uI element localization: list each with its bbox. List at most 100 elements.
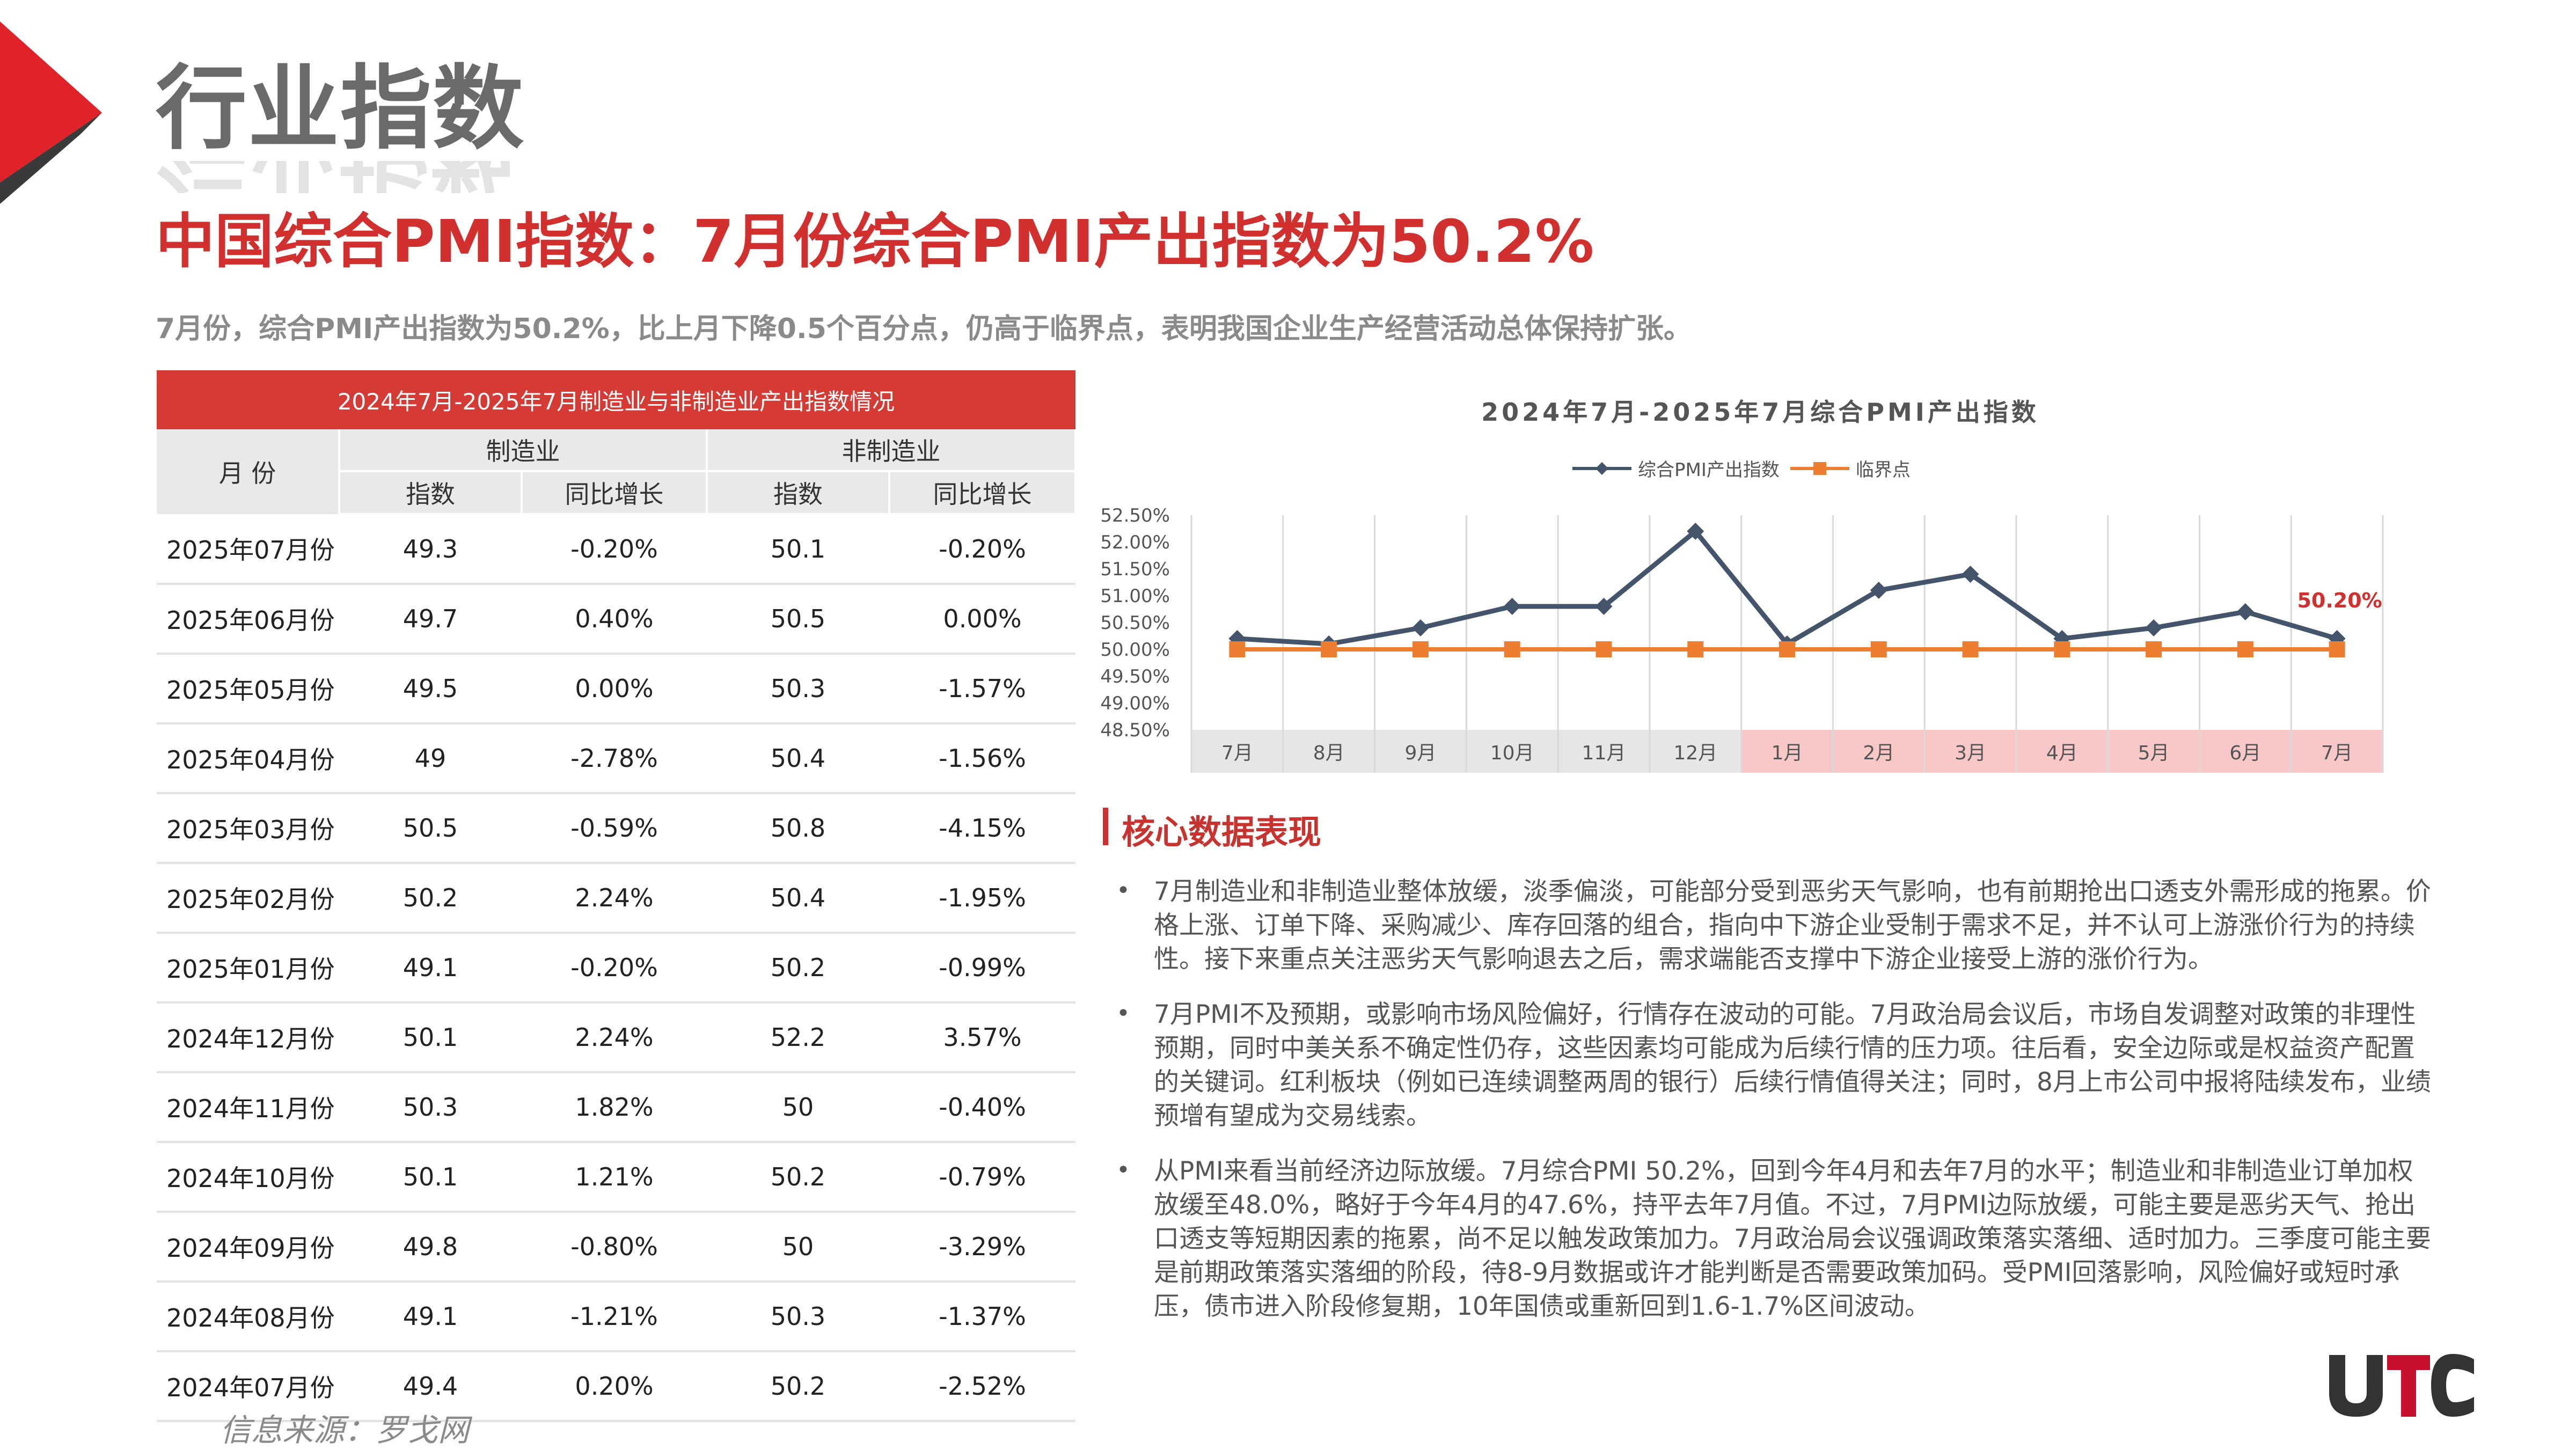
x-axis-band — [1924, 730, 2016, 773]
cell-non-index: 50.2 — [707, 1351, 889, 1422]
bullet-text: 7月PMI不及预期，或影响市场风险偏好，行情存在波动的可能。7月政治局会议后，市… — [1154, 1000, 2431, 1131]
data-point-composite — [2236, 603, 2254, 620]
table-row: 2024年10月份 50.1 1.21% 50.2 -0.79% — [157, 1142, 1075, 1213]
cell-month: 2025年04月份 — [157, 723, 339, 794]
bullet-dot-icon: • — [1116, 1000, 1130, 1027]
data-point-composite — [1503, 598, 1521, 615]
table-row: 2025年05月份 49.5 0.00% 50.3 -1.57% — [157, 654, 1075, 724]
cell-non-yoy: -2.52% — [889, 1351, 1075, 1422]
table-row: 2025年07月份 49.3 -0.20% 50.1 -0.20% — [157, 514, 1075, 585]
y-tick-label: 52.50% — [1100, 505, 1170, 526]
cell-mfg-yoy: -0.20% — [522, 933, 707, 1004]
data-point-threshold — [1870, 641, 1887, 657]
cell-mfg-index: 49.3 — [339, 514, 522, 585]
cell-month: 2024年11月份 — [157, 1072, 339, 1143]
x-tick-label: 7月 — [1221, 742, 1253, 764]
cell-month: 2024年08月份 — [157, 1281, 339, 1352]
cell-mfg-index: 49.8 — [339, 1212, 522, 1283]
cell-mfg-yoy: 2.24% — [522, 1002, 707, 1073]
cell-mfg-index: 49.1 — [339, 933, 522, 1004]
data-point-threshold — [2146, 641, 2162, 657]
section-title: 行业指数 — [156, 56, 525, 162]
x-axis-band — [1649, 730, 1741, 773]
cell-mfg-yoy: -0.59% — [522, 793, 707, 864]
cell-mfg-yoy: -1.21% — [522, 1281, 707, 1352]
header-non-yoy: 同比增长 — [889, 470, 1077, 515]
data-point-threshold — [1321, 641, 1337, 657]
x-tick-label: 5月 — [2138, 742, 2170, 764]
cell-non-index: 50 — [707, 1072, 889, 1143]
table-row: 2024年11月份 50.3 1.82% 50 -0.40% — [157, 1072, 1075, 1143]
bullet-item: • 7月制造业和非制造业整体放缓，淡季偏淡，可能部分受到恶劣天气影响，也有前期抢… — [1116, 875, 2431, 976]
header-non-manufacturing: 非制造业 — [707, 429, 1077, 471]
x-tick-label: 9月 — [1404, 742, 1436, 764]
cell-mfg-index: 49.1 — [339, 1281, 522, 1352]
x-axis-band — [2291, 730, 2383, 773]
data-point-composite — [1687, 523, 1704, 540]
bullet-dot-icon: • — [1116, 1156, 1130, 1184]
x-tick-label: 4月 — [2046, 742, 2078, 764]
cell-non-yoy: 3.57% — [889, 1002, 1075, 1073]
y-tick-label: 51.50% — [1100, 559, 1170, 580]
cell-mfg-yoy: 0.40% — [522, 584, 707, 655]
legend-item-composite: 综合PMI产出指数 — [1572, 455, 1780, 481]
cell-non-index: 50.2 — [707, 933, 889, 1004]
cell-non-index: 50 — [707, 1212, 889, 1283]
cell-mfg-index: 50.5 — [339, 793, 522, 864]
cell-mfg-yoy: -0.20% — [522, 514, 707, 585]
x-tick-label: 10月 — [1490, 742, 1534, 764]
legend-item-threshold: 临界点 — [1790, 455, 1911, 481]
legend-label-composite: 综合PMI产出指数 — [1638, 459, 1780, 481]
data-point-threshold — [1779, 641, 1795, 657]
cell-non-yoy: -0.99% — [889, 933, 1075, 1004]
cell-non-yoy: -0.40% — [889, 1072, 1075, 1143]
bullet-dot-icon: • — [1116, 877, 1130, 904]
cell-month: 2024年10月份 — [157, 1142, 339, 1213]
data-point-threshold — [2054, 641, 2070, 657]
cell-non-yoy: -1.56% — [889, 723, 1075, 794]
cell-non-index: 50.1 — [707, 514, 889, 585]
x-tick-label: 12月 — [1673, 742, 1717, 764]
header-month: 月 份 — [157, 429, 340, 514]
data-point-threshold — [1687, 641, 1704, 657]
cell-mfg-yoy: 1.21% — [522, 1142, 707, 1213]
cell-mfg-yoy: 2.24% — [522, 863, 707, 934]
data-label-last: 50.20% — [2297, 589, 2382, 612]
x-tick-label: 6月 — [2229, 742, 2261, 764]
x-tick-label: 3月 — [1955, 742, 1986, 764]
headline: 中国综合PMI指数：7月份综合PMI产出指数为50.2% — [156, 207, 1594, 276]
table-row: 2025年02月份 50.2 2.24% 50.4 -1.95% — [157, 863, 1075, 934]
pmi-line-chart: 48.50% 49.00% 49.50% 50.00% 50.50% 51.00% 51.5… — [1100, 505, 2384, 773]
data-point-threshold — [1229, 641, 1246, 657]
data-point-threshold — [1504, 641, 1520, 657]
cell-non-index: 52.2 — [707, 1002, 889, 1073]
cell-non-index: 50.8 — [707, 793, 889, 864]
cell-mfg-index: 50.1 — [339, 1002, 522, 1073]
table-row: 2024年07月份 49.4 0.20% 50.2 -2.52% — [157, 1351, 1075, 1422]
x-tick-label: 2月 — [1863, 742, 1894, 764]
cell-mfg-index: 50.3 — [339, 1072, 522, 1143]
x-axis-band — [2199, 730, 2292, 773]
bullet-text: 7月制造业和非制造业整体放缓，淡季偏淡，可能部分受到恶劣天气影响，也有前期抢出口… — [1154, 877, 2431, 974]
data-point-composite — [1595, 598, 1613, 615]
data-point-composite — [1411, 619, 1429, 636]
table-row: 2025年06月份 49.7 0.40% 50.5 0.00% — [157, 584, 1075, 655]
cell-non-index: 50.2 — [707, 1142, 889, 1213]
cell-mfg-index: 50.1 — [339, 1142, 522, 1213]
pmi-table: 月 份 制造业 非制造业 指数 同比增长 指数 同比增长 2025年07月份 49… — [157, 429, 1077, 1422]
x-axis-band — [1191, 730, 1283, 773]
table-row: 2024年12月份 50.1 2.24% 52.2 3.57% — [157, 1002, 1075, 1073]
cell-mfg-index: 49.4 — [339, 1351, 522, 1422]
x-axis-band — [1283, 730, 1375, 773]
y-tick-label: 49.00% — [1100, 693, 1170, 714]
cell-mfg-yoy: 1.82% — [522, 1072, 707, 1143]
y-tick-label: 50.50% — [1100, 612, 1170, 634]
series-line-composite — [1237, 528, 2338, 647]
data-point-composite — [1962, 566, 1979, 583]
cell-non-yoy: -0.79% — [889, 1142, 1075, 1213]
data-point-threshold — [2329, 641, 2345, 657]
cell-non-index: 50.4 — [707, 863, 889, 934]
cell-non-index: 50.3 — [707, 654, 889, 724]
x-axis-band — [1558, 730, 1650, 773]
legend-label-threshold: 临界点 — [1855, 459, 1911, 481]
